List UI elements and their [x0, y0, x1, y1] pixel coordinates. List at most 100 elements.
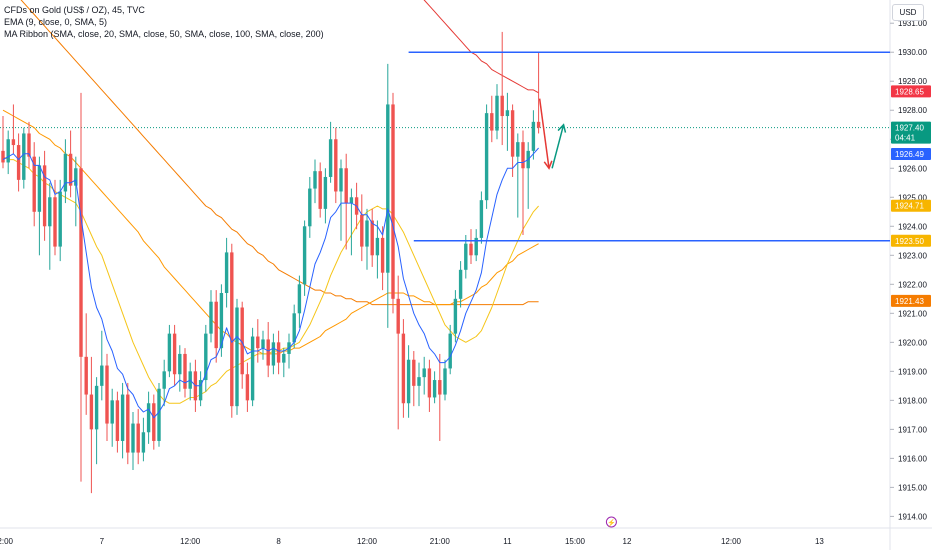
candle-body: [313, 171, 317, 189]
candle-body: [1, 150, 5, 163]
candle-body: [53, 197, 57, 247]
x-tick-label: 12:00: [721, 537, 742, 546]
candle-body: [110, 400, 114, 424]
candle-body: [63, 153, 68, 192]
arrow-up-head: [557, 123, 567, 133]
candle-body: [16, 145, 21, 180]
candle-body: [531, 121, 536, 151]
candle-body: [58, 191, 62, 247]
symbol-title: CFDs on Gold (US$ / OZ), 45, TVC: [4, 5, 145, 15]
y-tick-label: 1919.00: [898, 367, 927, 376]
candle-body: [120, 394, 125, 441]
x-tick-label: 12:00: [357, 537, 378, 546]
candle-body: [349, 197, 354, 204]
candle-body: [42, 165, 47, 227]
ma200-line: [423, 0, 539, 94]
price-label-box: [891, 294, 931, 307]
x-tick-label: 15:00: [565, 537, 586, 546]
ribbon-legend: MA Ribbon (SMA, close, 20, SMA, close, 5…: [4, 29, 324, 39]
candle-body: [453, 298, 458, 334]
event-icon: [605, 516, 617, 528]
candle-body: [271, 342, 276, 366]
x-tick-label: 21:00: [430, 537, 451, 546]
candle-body: [292, 313, 296, 343]
candle-body: [391, 104, 395, 299]
candle-body: [115, 400, 120, 441]
currency-button[interactable]: USD: [892, 4, 924, 21]
y-tick-label: 1922.00: [898, 280, 927, 289]
x-tick-label: 13: [815, 537, 824, 546]
candle-body: [11, 139, 16, 146]
candle-body: [432, 380, 437, 398]
y-tick-label: 1926.00: [898, 164, 927, 173]
candle-body: [250, 336, 255, 401]
candle-body: [48, 197, 52, 227]
candle-body: [422, 368, 426, 378]
candle-body: [334, 139, 338, 192]
price-label: 1924.71: [895, 202, 924, 211]
ema-legend: EMA (9, close, 0, SMA, 5): [4, 17, 108, 27]
price-label: 1926.49: [895, 150, 924, 159]
candle-body: [318, 171, 322, 209]
candle-body: [469, 243, 473, 256]
y-tick-label: 1925.00: [898, 193, 927, 202]
price-label: 1921.43: [895, 297, 924, 306]
y-tick-label: 1914.00: [898, 512, 927, 521]
price-label-countdown: 04:41: [895, 134, 916, 143]
candle-body: [162, 371, 166, 389]
x-tick-label: 12: [623, 537, 632, 546]
candle-body: [458, 269, 463, 299]
candle-body: [37, 165, 42, 212]
price-label-box: [891, 199, 931, 212]
candle-body: [406, 359, 411, 404]
candle-body: [152, 403, 156, 441]
ma100-line: [20, 0, 539, 306]
candle-body: [214, 301, 218, 349]
candle-body: [344, 168, 348, 204]
candle-body: [360, 214, 364, 247]
candle-body: [209, 301, 213, 334]
candle-body: [282, 353, 286, 363]
arrow-down: [538, 98, 550, 169]
ma20-line: [2, 156, 539, 404]
y-tick-label: 1921.00: [898, 309, 927, 318]
candle-body: [302, 226, 307, 285]
candle-body: [417, 377, 421, 386]
candle-body: [266, 339, 270, 366]
price-label-box: [891, 234, 931, 247]
y-tick-label: 1916.00: [898, 454, 927, 463]
candle-body: [386, 104, 390, 273]
y-tick-label: 1917.00: [898, 425, 927, 434]
y-tick-label: 1928.00: [898, 106, 927, 115]
y-tick-label: 1915.00: [898, 483, 927, 492]
candle-body: [141, 432, 146, 453]
y-tick-label: 1923.00: [898, 251, 927, 260]
candle-body: [261, 339, 265, 349]
candle-body: [536, 121, 541, 128]
candle-body: [240, 307, 244, 375]
price-label: 1928.65: [895, 87, 924, 96]
candle-body: [427, 368, 432, 398]
price-label: 1923.50: [895, 237, 924, 246]
candle-body: [474, 237, 478, 256]
candle-body: [105, 365, 109, 424]
candle-body: [126, 394, 130, 453]
candle-body: [521, 142, 525, 169]
candle-body: [256, 336, 260, 349]
ema9-line: [2, 147, 539, 419]
event-icon-glyph: ⚡: [607, 518, 616, 527]
candle-body: [505, 110, 510, 117]
candle-body: [167, 333, 172, 372]
candle-body: [32, 156, 36, 212]
candle-body: [89, 394, 94, 430]
candle-body: [79, 168, 83, 357]
candle-body: [495, 95, 499, 131]
candle-body: [412, 359, 416, 386]
candle-body: [146, 403, 151, 433]
x-tick-label: 8: [276, 537, 281, 546]
candle-body: [6, 139, 10, 163]
candle-body: [328, 139, 333, 177]
candle-body: [396, 298, 400, 334]
